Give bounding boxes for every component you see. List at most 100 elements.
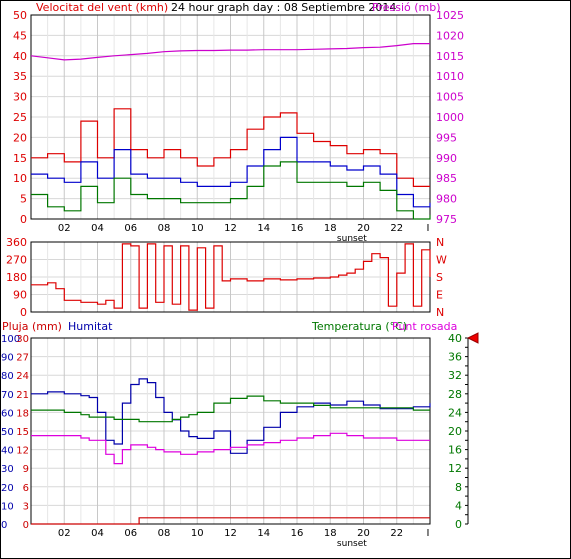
rain-tick-label: 24 bbox=[16, 371, 29, 382]
rain-tick-label: 0 bbox=[23, 520, 29, 531]
series-temperatura bbox=[31, 395, 430, 423]
compass-tick-label: N bbox=[436, 236, 444, 249]
x-tick-label: 04 bbox=[91, 528, 104, 539]
humidity-tick-label: 60 bbox=[1, 408, 14, 419]
rain-tick-label: 21 bbox=[16, 390, 29, 401]
pressure-tick-label: 1005 bbox=[436, 91, 464, 104]
x-tick-label: I bbox=[427, 528, 430, 539]
pressure-tick-label: 1015 bbox=[436, 50, 464, 63]
wind-tick-label: 25 bbox=[13, 111, 27, 124]
x-tick-label: 08 bbox=[158, 223, 171, 234]
rain-tick-label: 6 bbox=[23, 483, 29, 494]
wind-tick-label: 45 bbox=[13, 29, 27, 42]
humidity-tick-label: 50 bbox=[1, 427, 14, 438]
x-tick-label: 06 bbox=[124, 223, 137, 234]
temperature-tick-label: 12 bbox=[448, 462, 462, 475]
temperature-tick-label: 36 bbox=[448, 351, 462, 364]
x-tick-label: I bbox=[427, 223, 430, 234]
direction-tick-label: 270 bbox=[6, 254, 27, 267]
x-tick-label: 12 bbox=[224, 223, 237, 234]
humidity-tick-label: 70 bbox=[1, 390, 14, 401]
pressure-tick-label: 975 bbox=[436, 213, 457, 226]
wind-tick-label: 40 bbox=[13, 50, 27, 63]
x-tick-label: 04 bbox=[91, 223, 104, 234]
rain-tick-label: 12 bbox=[16, 446, 29, 457]
series-gust bbox=[31, 108, 430, 187]
humidity-tick-label: 0 bbox=[1, 520, 7, 531]
dewpoint-axis-label: Punt rosada bbox=[392, 320, 457, 333]
pressure-tick-label: 985 bbox=[436, 172, 457, 185]
compass-tick-label: E bbox=[436, 289, 443, 302]
series-pluja bbox=[31, 517, 430, 525]
wind-tick-label: 50 bbox=[13, 9, 27, 22]
humidity-tick-label: 30 bbox=[1, 464, 14, 475]
x-tick-label: 14 bbox=[257, 528, 270, 539]
humidity-tick-label: 100 bbox=[1, 334, 20, 345]
x-tick-label: 22 bbox=[390, 223, 403, 234]
plot-border bbox=[30, 14, 431, 220]
rain-tick-label: 15 bbox=[16, 427, 29, 438]
x-tick-label: 02 bbox=[58, 528, 71, 539]
x-tick-label: 10 bbox=[191, 223, 204, 234]
pressure-tick-label: 995 bbox=[436, 131, 457, 144]
x-tick-label: 22 bbox=[390, 528, 403, 539]
rain-tick-label: 27 bbox=[16, 353, 29, 364]
pressure-tick-label: 1020 bbox=[436, 29, 464, 42]
humidity-tick-label: 10 bbox=[1, 501, 14, 512]
wind-tick-label: 30 bbox=[13, 91, 27, 104]
temperature-axis-label: Temperatura (°C) bbox=[311, 320, 407, 333]
wind-tick-label: 20 bbox=[13, 131, 27, 144]
x-tick-label: 10 bbox=[191, 528, 204, 539]
wind-tick-label: 15 bbox=[13, 152, 27, 165]
temperature-tick-label: 0 bbox=[455, 518, 462, 531]
x-tick-label: 14 bbox=[257, 223, 270, 234]
compass-tick-label: S bbox=[436, 271, 443, 284]
direction-tick-label: 360 bbox=[6, 236, 27, 249]
x-tick-label: 06 bbox=[124, 528, 137, 539]
x-tick-label: 18 bbox=[324, 223, 337, 234]
wind-tick-label: 0 bbox=[20, 213, 27, 226]
temperature-tick-label: 8 bbox=[455, 481, 462, 494]
temperature-humidity-panel: 0102030405060708090100036912151821242730… bbox=[1, 332, 479, 549]
plot-border bbox=[30, 337, 431, 525]
x-tick-label: 02 bbox=[58, 223, 71, 234]
wind-tick-label: 5 bbox=[20, 193, 27, 206]
pressure-tick-label: 980 bbox=[436, 193, 457, 206]
temperature-tick-label: 32 bbox=[448, 369, 462, 382]
x-tick-label: 12 bbox=[224, 528, 237, 539]
temperature-tick-label: 24 bbox=[448, 406, 462, 419]
wind-axis-label: Velocitat del vent (kmh) bbox=[36, 1, 168, 14]
series-average bbox=[31, 136, 431, 208]
x-tick-label: 08 bbox=[158, 528, 171, 539]
temperature-tick-label: 4 bbox=[455, 499, 462, 512]
series-humitat bbox=[31, 378, 431, 454]
rain-axis-label: Pluja (mm) bbox=[2, 320, 62, 333]
temperature-tick-label: 28 bbox=[448, 388, 462, 401]
humidity-tick-label: 40 bbox=[1, 446, 14, 457]
series-punt_rosada bbox=[31, 432, 430, 465]
rain-tick-label: 3 bbox=[23, 501, 29, 512]
direction-tick-label: 90 bbox=[13, 289, 27, 302]
pressure-tick-label: 1025 bbox=[436, 9, 464, 22]
pressure-axis-label: Pressió (mb) bbox=[372, 1, 441, 14]
compass-tick-label: N bbox=[436, 306, 444, 319]
sunset-label: sunset bbox=[337, 539, 367, 549]
direction-tick-label: 180 bbox=[6, 271, 27, 284]
sunset-label: sunset bbox=[337, 234, 367, 244]
temperature-tick-label: 20 bbox=[448, 425, 462, 438]
temperature-tick-label: 16 bbox=[448, 444, 462, 457]
humidity-tick-label: 20 bbox=[1, 483, 14, 494]
series-low bbox=[31, 161, 431, 220]
pressure-tick-label: 990 bbox=[436, 152, 457, 165]
series-pressure bbox=[30, 43, 430, 61]
x-tick-label: 16 bbox=[291, 223, 304, 234]
chart-title: 24 hour graph day : 08 Septiembre 2014 bbox=[171, 1, 396, 14]
x-tick-label: 20 bbox=[357, 528, 370, 539]
wind-tick-label: 10 bbox=[13, 172, 27, 185]
humidity-axis-label: Humitat bbox=[68, 320, 113, 333]
rain-tick-label: 30 bbox=[16, 334, 29, 345]
x-tick-label: 20 bbox=[357, 223, 370, 234]
temperature-marker bbox=[466, 332, 479, 344]
